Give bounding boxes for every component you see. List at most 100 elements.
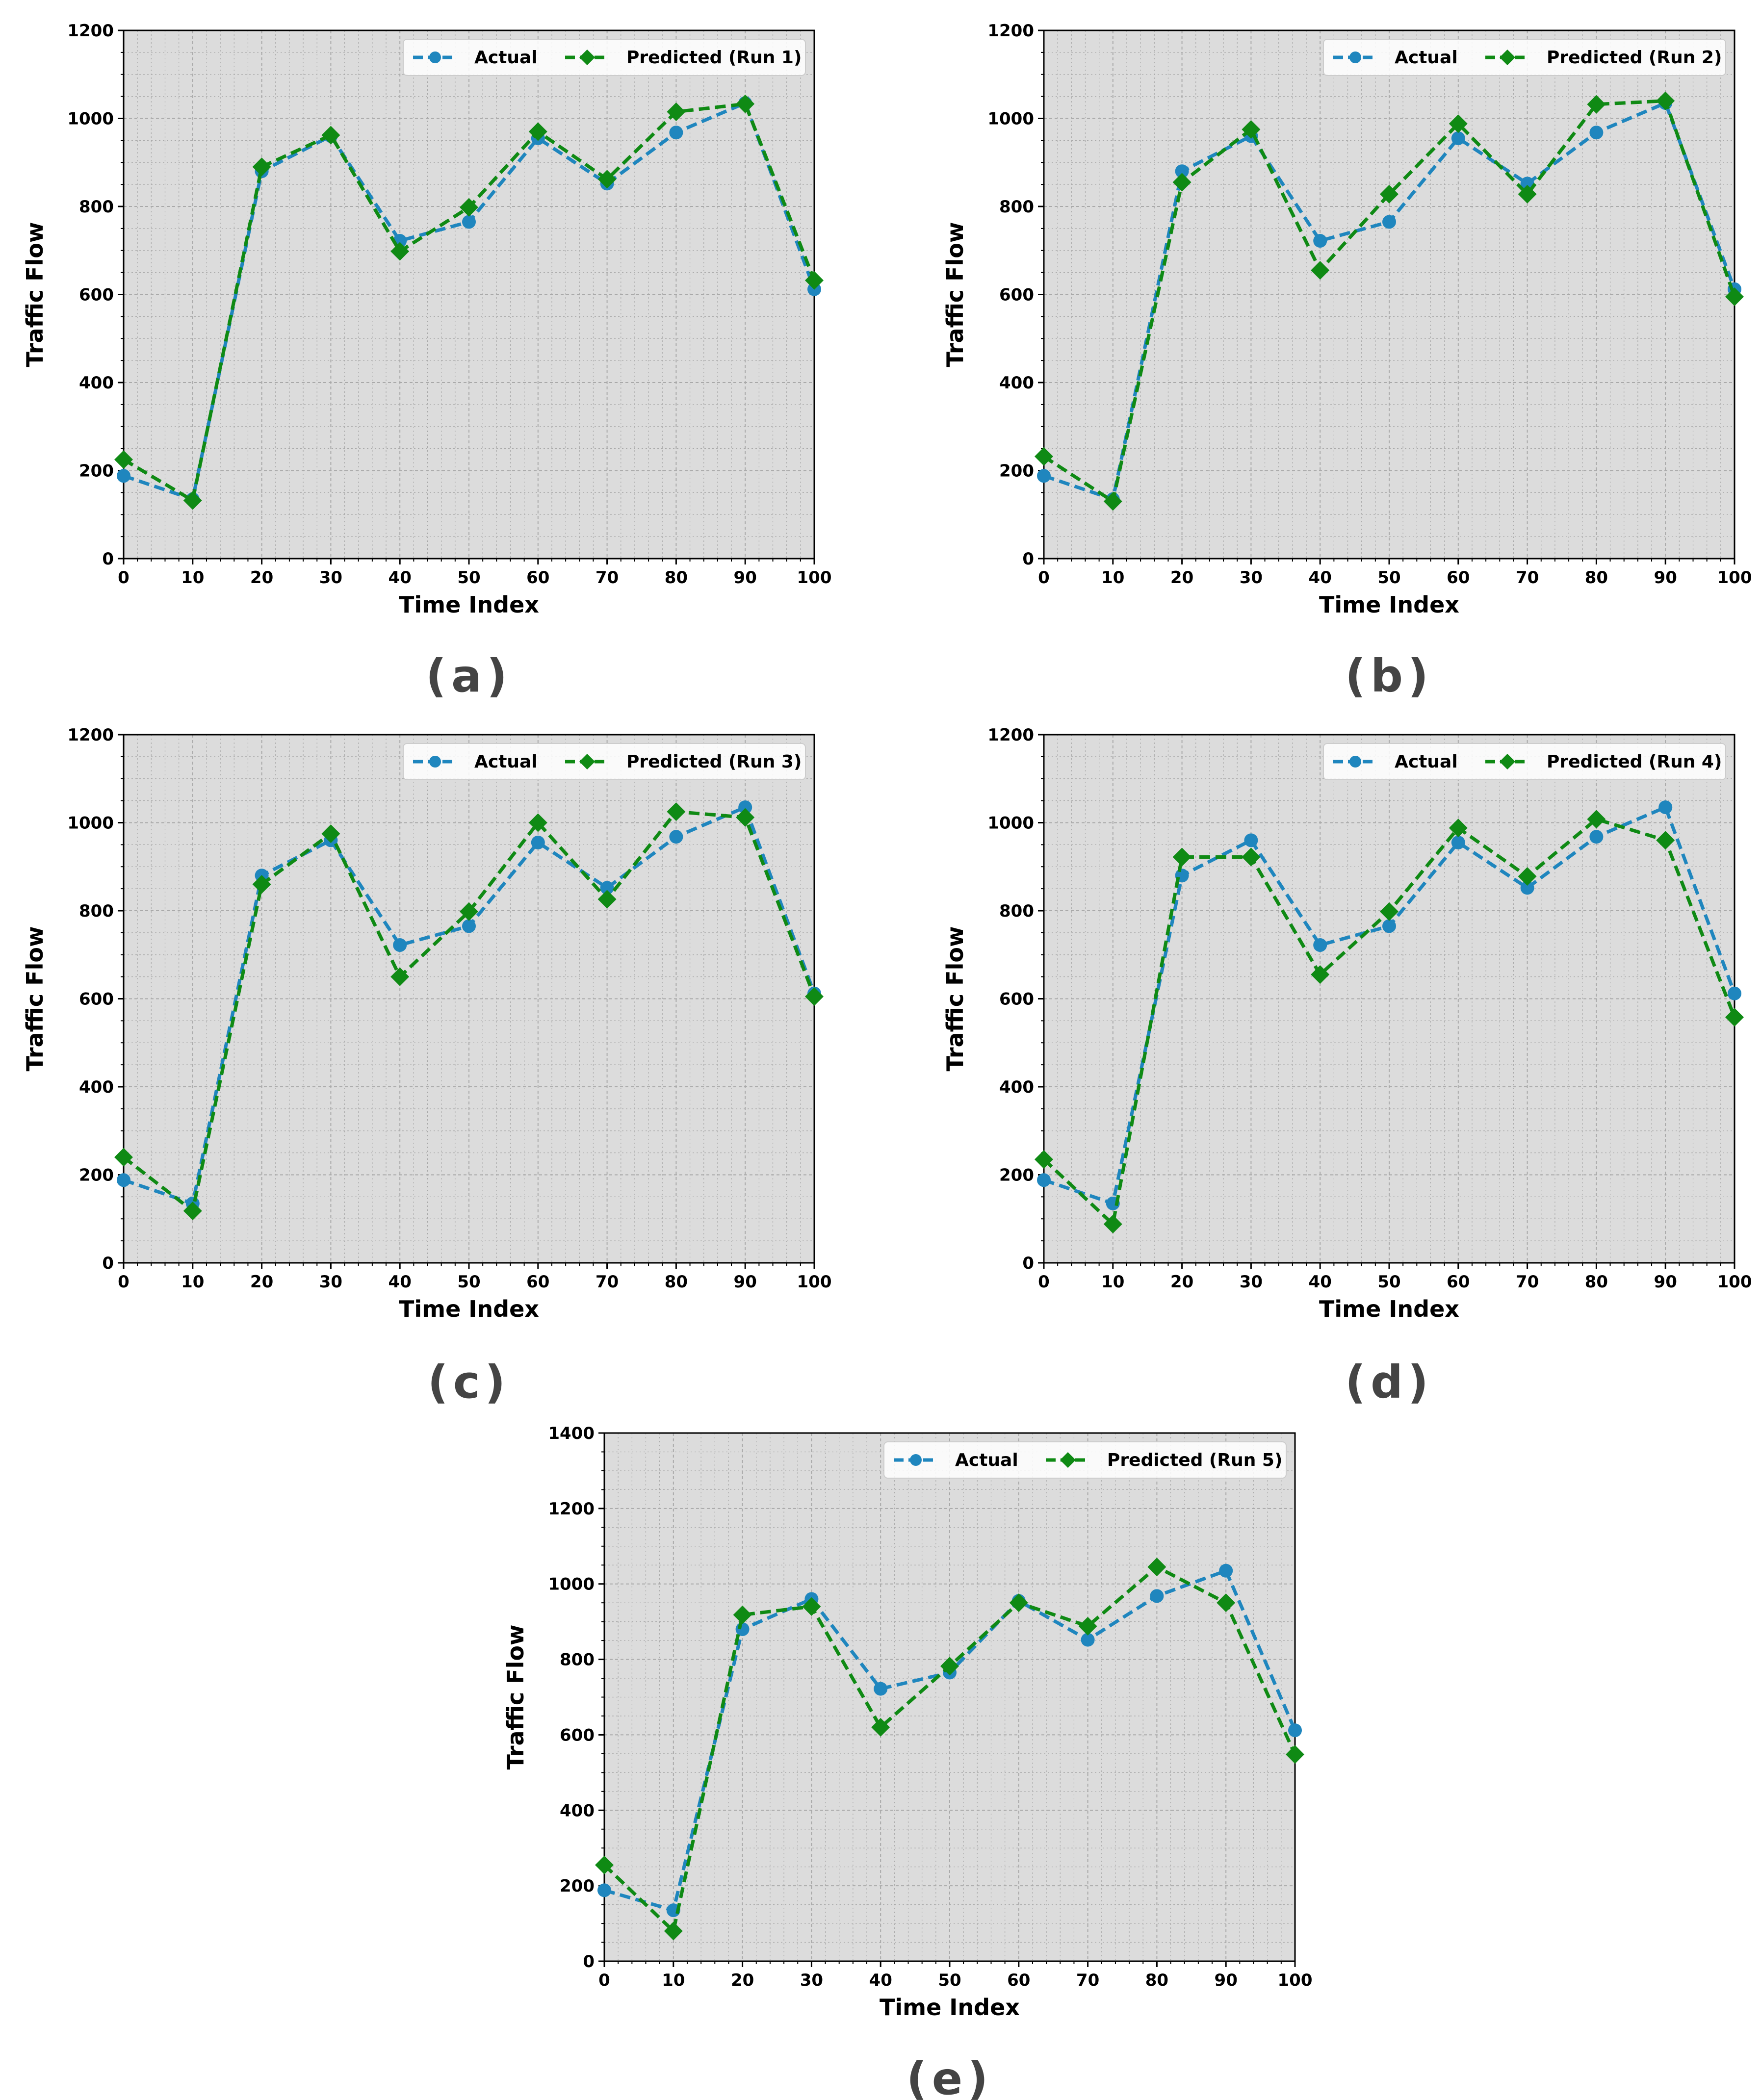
x-tick-label: 90: [1654, 568, 1677, 588]
legend-label: Predicted (Run 1): [626, 48, 802, 68]
data-point: [1217, 1593, 1236, 1613]
data-point: [667, 102, 686, 122]
panel-label: (b): [1345, 650, 1433, 702]
data-point: [390, 242, 410, 261]
x-tick-label: 80: [665, 1272, 688, 1292]
data-point: [252, 875, 271, 894]
x-tick-label: 30: [319, 568, 342, 588]
legend-marker: [1060, 1452, 1076, 1468]
y-tick-label: 800: [999, 901, 1034, 921]
y-tick-label: 400: [560, 1801, 595, 1820]
legend-label: Actual: [474, 48, 538, 68]
x-tick-label: 30: [319, 1272, 342, 1292]
x-tick-label: 70: [596, 568, 619, 588]
data-point: [183, 491, 202, 510]
data-point: [1103, 1215, 1122, 1234]
data-point: [1242, 847, 1261, 867]
data-point: [597, 1883, 611, 1897]
data-point: [390, 967, 410, 986]
data-point: [1078, 1616, 1097, 1636]
legend-label: Actual: [1395, 48, 1458, 68]
chart-panel-0: 0 10 20 30 40 50 60 70 80 90 100020040060080010001…: [22, 21, 831, 702]
data-point: [1219, 1563, 1233, 1578]
data-point: [460, 902, 478, 921]
data-point: [321, 824, 340, 843]
x-axis-title: Time Index: [399, 591, 539, 618]
data-point: [393, 938, 407, 952]
data-point: [1311, 965, 1330, 984]
x-tick-label: 0: [598, 1971, 610, 1990]
y-tick-label: 1000: [987, 109, 1034, 129]
x-tick-label: 60: [526, 1272, 549, 1292]
x-tick-label: 20: [250, 568, 273, 588]
y-axis-title: Traffic Flow: [942, 222, 968, 367]
y-axis-title: Traffic Flow: [942, 926, 968, 1072]
data-point: [1244, 833, 1258, 847]
x-tick-label: 50: [457, 568, 480, 588]
data-point: [1382, 919, 1396, 933]
data-point: [117, 469, 130, 483]
data-point: [1313, 938, 1327, 952]
data-point: [1725, 287, 1744, 306]
x-tick-label: 0: [118, 568, 129, 588]
y-tick-label: 1200: [548, 1499, 595, 1519]
y-tick-label: 600: [560, 1725, 595, 1745]
x-tick-label: 40: [388, 1272, 412, 1292]
data-point: [1382, 215, 1396, 229]
legend-marker: [1349, 756, 1361, 768]
x-tick-label: 100: [797, 568, 832, 588]
y-axis-title: Traffic Flow: [22, 926, 48, 1072]
y-tick-label: 400: [79, 1077, 114, 1097]
data-point: [1147, 1558, 1166, 1577]
data-point: [1172, 173, 1191, 192]
data-point: [1380, 902, 1398, 921]
x-tick-label: 20: [1170, 1272, 1193, 1292]
y-tick-label: 200: [999, 1166, 1034, 1185]
data-point: [1242, 120, 1261, 139]
data-point: [460, 198, 478, 217]
legend-marker: [910, 1454, 922, 1466]
data-point: [1037, 1173, 1051, 1187]
y-tick-label: 600: [999, 990, 1034, 1009]
data-point: [1449, 114, 1468, 133]
y-axis-title: Traffic Flow: [502, 1625, 529, 1770]
x-tick-label: 80: [1585, 568, 1608, 588]
y-tick-label: 1200: [67, 21, 114, 41]
x-tick-label: 90: [734, 1272, 757, 1292]
x-tick-label: 100: [1717, 1272, 1752, 1292]
y-tick-label: 800: [79, 901, 114, 921]
data-point: [738, 800, 752, 815]
x-tick-label: 40: [1309, 1272, 1332, 1292]
y-tick-label: 400: [79, 373, 114, 393]
x-tick-label: 30: [1240, 568, 1263, 588]
data-point: [1035, 447, 1053, 466]
data-point: [736, 94, 755, 113]
x-tick-label: 0: [1038, 1272, 1050, 1292]
series-predicted-run-2: [1035, 91, 1744, 511]
y-tick-label: 1400: [548, 1424, 595, 1443]
x-tick-label: 50: [1377, 1272, 1400, 1292]
data-point: [805, 987, 824, 1006]
panel-label: (e): [906, 2052, 993, 2100]
grid-lines: [123, 734, 815, 1263]
data-point: [1081, 1633, 1095, 1647]
x-tick-label: 100: [1717, 568, 1752, 588]
x-tick-label: 70: [1516, 568, 1539, 588]
data-point: [1313, 234, 1327, 248]
x-tick-label: 60: [1447, 568, 1470, 588]
data-point: [1103, 492, 1122, 511]
y-tick-label: 1000: [987, 814, 1034, 833]
data-point: [666, 1903, 680, 1918]
x-tick-label: 60: [1007, 1971, 1030, 1990]
data-point: [462, 919, 476, 933]
data-point: [1725, 1008, 1744, 1027]
data-point: [874, 1682, 888, 1696]
data-point: [871, 1718, 890, 1737]
x-tick-label: 90: [1654, 1272, 1677, 1292]
x-tick-label: 80: [1145, 1971, 1168, 1990]
data-point: [1451, 131, 1465, 145]
data-point: [1728, 986, 1741, 1000]
data-point: [528, 813, 547, 832]
data-point: [1589, 830, 1604, 844]
data-point: [669, 126, 683, 140]
